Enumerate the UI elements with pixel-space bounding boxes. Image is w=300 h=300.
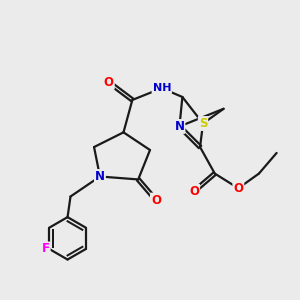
Text: F: F — [42, 242, 50, 255]
Text: S: S — [199, 117, 207, 130]
Text: O: O — [189, 185, 199, 198]
Text: O: O — [233, 182, 243, 195]
Text: O: O — [104, 76, 114, 89]
Text: N: N — [95, 170, 105, 183]
Text: O: O — [151, 194, 161, 207]
Text: N: N — [174, 120, 184, 133]
Text: NH: NH — [152, 83, 171, 93]
